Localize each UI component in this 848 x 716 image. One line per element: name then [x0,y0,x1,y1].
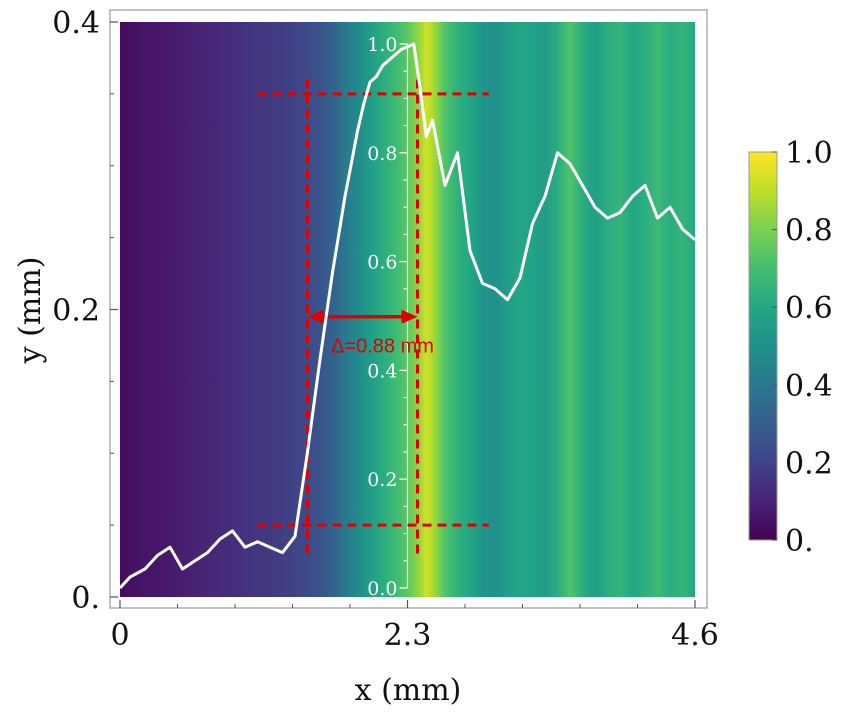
colorbar-tick-label: 0. [785,524,814,559]
delta-arrowhead-right [401,309,418,324]
y-tick-label: 0.4 [52,6,100,41]
y-tick-label: 0. [71,581,100,616]
colorbar [748,151,778,541]
colorbar-tick-label: 1.0 [785,136,833,171]
colorbar-tick-label: 0.2 [785,446,833,481]
y-axis: 0. 0.2 0.4 [52,6,118,616]
colorbar-tick-label: 0.6 [785,291,833,326]
profile-layer [120,42,695,590]
x-tick-label: 2.3 [384,618,432,653]
colorbar-tick-label: 0.8 [785,214,833,249]
inset-tick-label: 0.0 [367,578,397,600]
colorbar-ticks: 0. 0.2 0.4 0.6 0.8 1.0 [772,136,833,559]
delta-arrowhead-left [307,309,324,324]
inset-profile-axis: 0.0 0.2 0.4 0.6 0.8 1.0 [367,34,409,600]
x-axis: 0 2.3 4.6 [110,600,719,653]
inset-tick-label: 1.0 [367,34,397,56]
colorbar-tick-label: 0.4 [785,369,833,404]
inset-tick-label: 0.2 [367,469,397,491]
profile-line [120,42,695,590]
x-tick-label: 4.6 [671,618,719,653]
y-axis-label: y (mm) [13,257,48,365]
inset-tick-label: 0.6 [367,252,397,274]
delta-label: Δ=0.88 mm [331,336,434,358]
inset-tick-label: 0.4 [367,360,397,382]
y-tick-label: 0.2 [52,294,100,329]
x-axis-label: x (mm) [355,673,462,708]
inset-tick-label: 0.8 [367,143,397,165]
x-tick-label: 0 [110,618,129,653]
